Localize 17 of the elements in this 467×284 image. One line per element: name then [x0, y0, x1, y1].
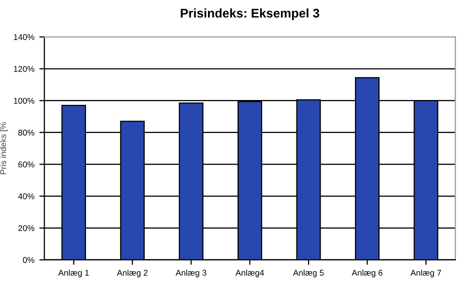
x-tick-label: Anlæg4 [236, 270, 264, 278]
y-axis-title: Pris indeks [% [0, 122, 8, 174]
y-tick-label: 0% [22, 257, 34, 263]
y-tick-label: 140% [14, 34, 34, 40]
y-tick-label: 80% [18, 130, 34, 136]
y-tick-label: 20% [18, 225, 34, 232]
chart-title: Prisindeks: Eksempel 3 [180, 8, 320, 20]
x-tick-label: Anlæg 1 [58, 270, 89, 278]
y-tick-label: 60% [18, 162, 34, 168]
y-tick-label: 40% [18, 193, 34, 200]
x-tick-label: Anlæg 3 [176, 270, 206, 278]
x-tick-label: Anlæg 7 [410, 270, 442, 278]
y-tick-label: 120% [14, 66, 34, 72]
x-tick-label: Anlæg 2 [116, 270, 148, 278]
x-tick-label: Anlæg 6 [352, 270, 382, 278]
x-tick-label: Anlæg 5 [293, 270, 324, 278]
y-tick-label: 100% [14, 98, 34, 104]
